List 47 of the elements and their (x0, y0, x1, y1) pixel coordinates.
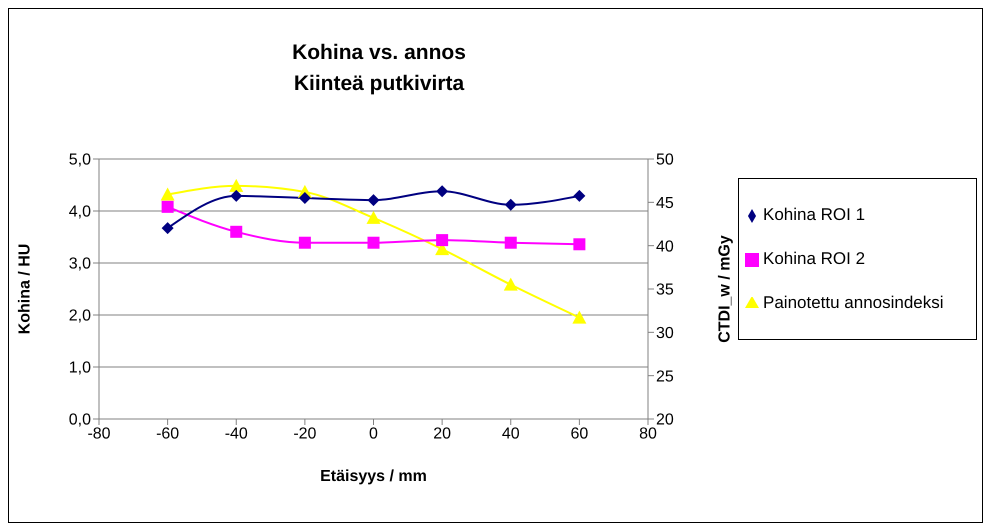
point (162, 222, 174, 234)
y2-tick-label: 40 (656, 238, 674, 256)
x-tick-label: -40 (224, 425, 248, 442)
point (504, 278, 518, 291)
y2-tick-label: 30 (656, 325, 674, 342)
x-tick-label: 60 (570, 425, 588, 442)
y2-tick-label: 45 (656, 195, 674, 212)
y-tick-label: 5,0 (68, 152, 92, 169)
point (436, 185, 448, 198)
point (229, 178, 244, 192)
y2-tick-label: 35 (656, 282, 674, 299)
point (504, 198, 517, 211)
x-tick-label: -20 (293, 425, 317, 442)
point (573, 238, 586, 250)
y2-tick-label: 50 (656, 152, 674, 169)
y-tick-label: 3,0 (68, 256, 92, 273)
legend-label: Kohina ROI 1 (763, 205, 866, 224)
y2-tick-label: 20 (656, 412, 674, 429)
point (368, 236, 380, 249)
point (298, 236, 311, 249)
point (162, 200, 174, 213)
legend-label: Kohina ROI 2 (763, 249, 866, 268)
chart-title: Kohina vs. annos (291, 40, 467, 66)
chart-subtitle: Kiinteä putkivirta (292, 71, 466, 97)
y2-tick-label: 25 (656, 368, 674, 386)
point (504, 236, 517, 249)
point (573, 190, 586, 202)
x-tick-label: -60 (156, 425, 180, 442)
x-tick-label: 40 (502, 425, 520, 442)
point (160, 188, 175, 201)
point (572, 310, 586, 324)
y-tick-label: 2,0 (68, 308, 92, 325)
y-axis-title: Kohina / HU (16, 244, 34, 334)
point (298, 192, 311, 204)
x-tick-label: 20 (433, 425, 452, 442)
x-tick-label: 0 (369, 425, 378, 442)
point (230, 190, 242, 202)
x-tick-label: 80 (639, 425, 657, 442)
y-tick-label: 4,0 (68, 204, 92, 221)
point (368, 194, 380, 206)
y2-axis-title: CTDI_w / mGy (716, 235, 734, 343)
point (230, 226, 242, 238)
x-axis-title: Etäisyys / mm (320, 468, 427, 485)
y-tick-label: 1,0 (68, 360, 92, 377)
point (436, 234, 448, 246)
point (366, 210, 380, 224)
legend-label: Painotettu annosindeksi (763, 293, 944, 312)
